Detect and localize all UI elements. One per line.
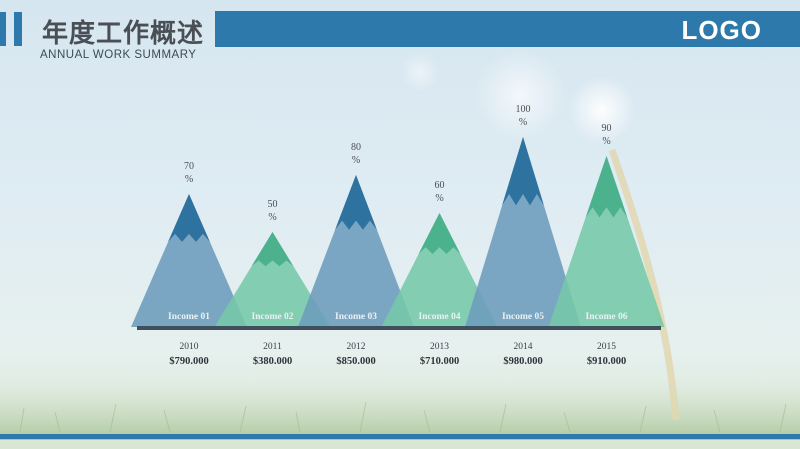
mountain-3 [298,175,414,327]
year-label-1: 2010 [180,342,199,352]
category-label-4: Income 04 [419,312,461,322]
value-label-2: 50% [268,199,278,223]
value-label-1: 70% [184,161,194,185]
mountain-4 [381,213,498,327]
grass-blades [19,401,787,433]
mountain-peak-3 [335,175,377,230]
page-title: 年度工作概述 [42,19,205,49]
category-label-6: Income 06 [586,312,628,322]
chart-baseline [137,326,661,330]
amount-label-4: $710.000 [420,356,459,367]
amount-label-3: $850.000 [336,356,375,367]
mountain-1 [131,194,247,327]
logo-bar: LOGO [215,11,800,47]
title-accent-bar-2 [14,12,22,46]
mountain-peak-6 [585,156,628,218]
value-label-5: 100% [516,104,531,128]
category-label-5: Income 05 [502,312,544,322]
year-label-3: 2012 [347,342,366,352]
year-label-4: 2013 [430,342,449,352]
value-label-3: 80% [351,142,361,166]
grass [0,380,800,440]
category-label-3: Income 03 [335,312,377,322]
amount-label-6: $910.000 [587,356,626,367]
floating-seed [400,52,440,92]
amount-label-1: $790.000 [169,356,208,367]
category-label-1: Income 01 [168,312,210,322]
value-label-6: 90% [602,123,612,147]
title-accent-bar [0,12,6,46]
mountain-peak-4 [418,213,461,255]
logo: LOGO [681,15,762,45]
year-label-6: 2015 [597,342,616,352]
footer-line [0,434,800,439]
value-label-4: 60% [435,180,445,204]
mountain-6 [548,156,665,327]
dandelion-stem [608,148,680,421]
category-label-2: Income 02 [252,312,294,322]
mountain-5 [465,137,581,327]
mountain-peak-2 [251,232,294,267]
dandelion-head [568,76,636,144]
year-label-2: 2011 [263,342,282,352]
page-subtitle: ANNUAL WORK SUMMARY [40,49,197,61]
dandelion-seeds [474,49,566,141]
amount-label-5: $980.000 [503,356,542,367]
mountain-2 [214,232,331,327]
mountain-peak-5 [502,137,544,206]
year-label-5: 2014 [514,342,533,352]
mountain-peak-1 [168,194,210,242]
amount-label-2: $380.000 [253,356,292,367]
